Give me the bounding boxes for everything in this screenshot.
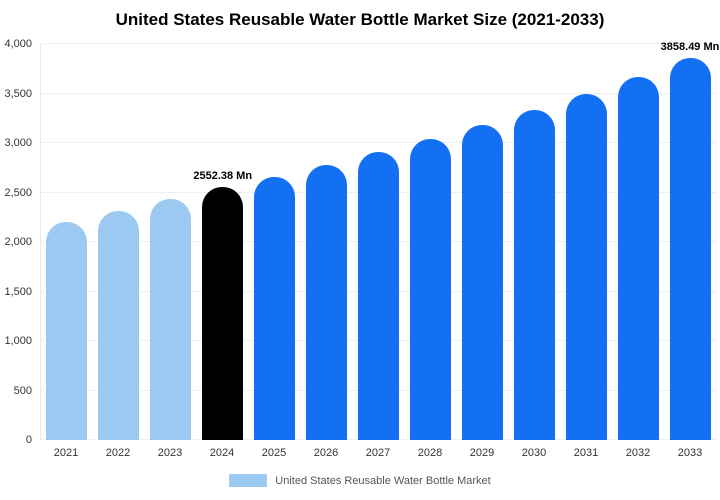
gridline	[41, 92, 716, 94]
bar-2027[interactable]	[357, 151, 399, 440]
legend-label: United States Reusable Water Bottle Mark…	[275, 475, 491, 487]
bar-slot	[41, 44, 93, 440]
bar-slot	[404, 44, 456, 440]
bar-2031[interactable]	[565, 93, 607, 440]
x-tick-label: 2027	[365, 447, 391, 459]
y-tick-label: 1,500	[4, 285, 32, 298]
bar-2029[interactable]	[461, 125, 503, 440]
bar-slot: 3858.49 Mn	[661, 41, 719, 440]
bar-2024[interactable]	[202, 187, 244, 440]
bar-2033[interactable]	[669, 58, 711, 440]
x-tick-label: 2031	[573, 447, 599, 459]
y-tick-label: 3,000	[4, 137, 32, 149]
bar-2026[interactable]	[306, 164, 348, 440]
bar-2028[interactable]	[409, 139, 451, 440]
bar-value-label: 3858.49 Mn	[660, 41, 720, 54]
y-tick-label: 500	[13, 384, 32, 397]
x-axis: 2021 2022 2023 2024 2025 2026 2027 2028 2029 2030…	[40, 447, 716, 463]
chart-title: United States Reusable Water Bottle Mark…	[115, 10, 605, 29]
x-tick-label: 2026	[313, 447, 339, 459]
x-tick-label: 2024	[209, 447, 235, 459]
x-tick-label: 2032	[625, 447, 651, 459]
legend-swatch	[229, 474, 268, 487]
bar-2025[interactable]	[254, 176, 296, 440]
bar-slot	[93, 44, 145, 440]
x-tick-label: 2030	[521, 447, 547, 459]
x-tick-label: 2021	[53, 447, 79, 459]
y-axis: 0 500 1,000 1,500 2,000 2,500 3,000 3,500 4,000	[0, 38, 34, 446]
x-tick-label: 2025	[261, 447, 287, 459]
y-tick-label: 2,000	[4, 236, 32, 248]
x-tick-label: 2022	[105, 447, 131, 459]
y-tick-label: 3,500	[4, 87, 32, 100]
bar-slot	[456, 44, 508, 440]
x-tick-label: 2023	[157, 447, 183, 459]
bar-2023[interactable]	[150, 199, 192, 440]
bar-slot	[508, 44, 560, 440]
y-tick-label: 2,500	[4, 186, 32, 199]
gridline	[41, 43, 716, 44]
bar-slot	[249, 44, 301, 440]
bar-slot	[301, 44, 353, 440]
bar-slot	[145, 44, 197, 440]
bar-value-label: 2552.38 Mn	[193, 170, 253, 183]
x-tick-label: 2028	[417, 447, 443, 459]
bar-slot: 2552.38 Mn	[193, 44, 252, 440]
y-tick-label: 4,000	[4, 38, 32, 50]
bar-2021[interactable]	[46, 222, 88, 440]
bar-2032[interactable]	[617, 76, 659, 440]
bar-2030[interactable]	[513, 110, 555, 440]
bars-container: 2552.38 Mn 3858.49 Mn	[41, 41, 719, 440]
legend[interactable]: United States Reusable Water Bottle Mark…	[0, 474, 720, 487]
x-tick-label: 2033	[677, 447, 703, 459]
y-tick-label: 0	[25, 434, 32, 446]
bar-2022[interactable]	[98, 211, 140, 440]
bar-slot	[612, 44, 664, 440]
gridline	[41, 142, 716, 143]
bar-slot	[560, 44, 612, 440]
bar-slot	[353, 44, 405, 440]
y-tick-label: 1,000	[4, 335, 32, 347]
x-tick-label: 2029	[469, 447, 495, 459]
plot-area: 2552.38 Mn 3858.49 Mn	[40, 41, 719, 440]
